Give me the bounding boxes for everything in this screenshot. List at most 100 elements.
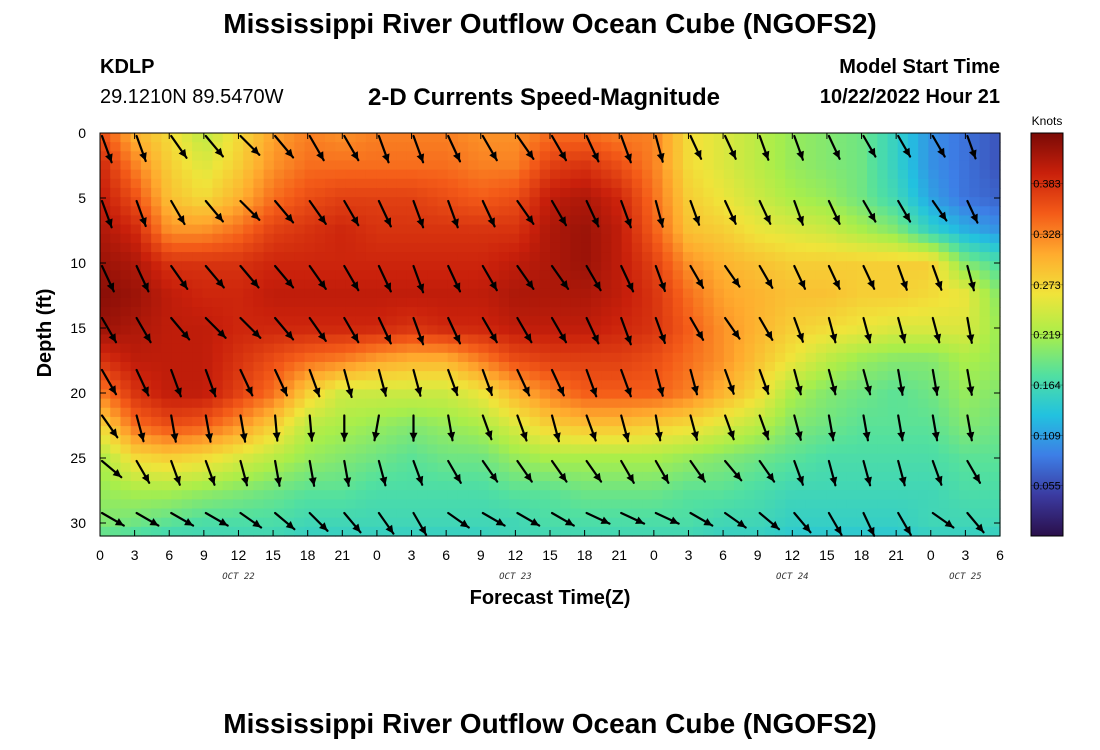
heatmap-cell [529, 343, 541, 354]
heatmap-cell [396, 481, 408, 491]
heatmap-cell [826, 187, 837, 198]
heatmap-cell [805, 380, 817, 391]
heatmap-cell [181, 133, 193, 143]
heatmap-cell [989, 462, 1001, 473]
heatmap-cell [907, 453, 919, 464]
heatmap-cell [488, 178, 500, 189]
heatmap-cell [867, 187, 878, 198]
heatmap-cell [243, 252, 255, 262]
heatmap-cell [365, 279, 377, 290]
heatmap-cell [590, 252, 602, 262]
heatmap-cell [181, 215, 193, 226]
current-vector [100, 264, 115, 293]
current-vector [862, 459, 872, 487]
heatmap-cell [703, 297, 715, 308]
current-vector [931, 414, 940, 442]
heatmap-cell [775, 462, 786, 473]
heatmap-cell [723, 389, 735, 400]
heatmap-cell [938, 517, 950, 528]
heatmap-cell [590, 426, 602, 436]
heatmap-cell [243, 206, 255, 217]
heatmap-cell [355, 453, 367, 464]
heatmap-cell [181, 471, 193, 482]
heatmap-cell [590, 526, 602, 537]
heatmap-cell [396, 426, 408, 436]
heatmap-cell [253, 471, 265, 482]
heatmap-cell [672, 279, 684, 290]
heatmap-cell [457, 224, 469, 235]
heatmap-cell [519, 371, 531, 381]
heatmap-cell [723, 224, 735, 235]
heatmap-cell [918, 471, 930, 482]
heatmap-cell [447, 499, 459, 510]
heatmap-cell [969, 444, 981, 455]
heatmap-cell [959, 169, 970, 180]
heatmap-cell [417, 270, 428, 281]
heatmap-cell [846, 352, 858, 363]
heatmap-cell [273, 297, 285, 308]
heatmap-cell [601, 261, 612, 271]
heatmap-cell [928, 389, 940, 400]
heatmap-cell [325, 462, 336, 473]
heatmap-cell [744, 343, 756, 354]
heatmap-cell [457, 526, 469, 537]
heatmap-cell [887, 407, 899, 418]
heatmap-cell [754, 206, 766, 217]
heatmap-cell [365, 371, 377, 381]
heatmap-cell [447, 426, 459, 436]
heatmap-cell [611, 453, 623, 464]
heatmap-cell [192, 187, 203, 198]
heatmap-cell [815, 206, 827, 217]
heatmap-cell [989, 325, 1001, 336]
heatmap-cell [325, 252, 336, 262]
heatmap-cell [396, 279, 408, 290]
heatmap-cell [120, 197, 132, 207]
heatmap-cell [284, 233, 295, 244]
heatmap-cell [693, 316, 705, 326]
heatmap-cell [345, 307, 357, 317]
heatmap-cell [253, 270, 265, 281]
heatmap-cell [253, 508, 265, 519]
heatmap-cell [846, 499, 858, 510]
heatmap-cell [795, 407, 807, 418]
heatmap-cell [232, 261, 244, 271]
heatmap-cell [723, 187, 735, 198]
heatmap-cell [887, 380, 899, 391]
heatmap-cell [713, 270, 725, 281]
heatmap-cell [856, 343, 868, 354]
heatmap-cell [744, 508, 756, 519]
heatmap-cell [212, 371, 224, 381]
heatmap-cell [304, 398, 316, 409]
heatmap-cell [120, 224, 132, 235]
heatmap-cell [192, 416, 203, 427]
heatmap-cell [989, 499, 1001, 510]
heatmap-cell [907, 215, 919, 226]
heatmap-cell [345, 371, 357, 381]
heatmap-cell [989, 444, 1001, 455]
heatmap-cell [611, 416, 623, 427]
heatmap-cell [713, 435, 725, 446]
heatmap-cell [877, 187, 889, 198]
heatmap-cell [754, 490, 766, 500]
heatmap-cell [427, 462, 439, 473]
heatmap-cell [826, 160, 837, 171]
heatmap-cell [151, 380, 162, 391]
current-vector [100, 199, 113, 229]
heatmap-cell [396, 169, 408, 180]
heatmap-cell [222, 426, 234, 436]
heatmap-cell [243, 279, 255, 290]
heatmap-cell [447, 252, 459, 262]
heatmap-cell [785, 160, 797, 171]
heatmap-cell [345, 352, 357, 363]
heatmap-cell [672, 142, 684, 152]
heatmap-cell [856, 325, 868, 336]
heatmap-cell [355, 270, 367, 281]
heatmap-cell [631, 279, 643, 290]
heatmap-cell [447, 224, 459, 235]
heatmap-cell [192, 325, 203, 336]
heatmap-cell [120, 252, 132, 262]
heatmap-cell [631, 426, 643, 436]
heatmap-cell [928, 151, 940, 162]
heatmap-cell [232, 371, 244, 381]
heatmap-cell [907, 151, 919, 162]
